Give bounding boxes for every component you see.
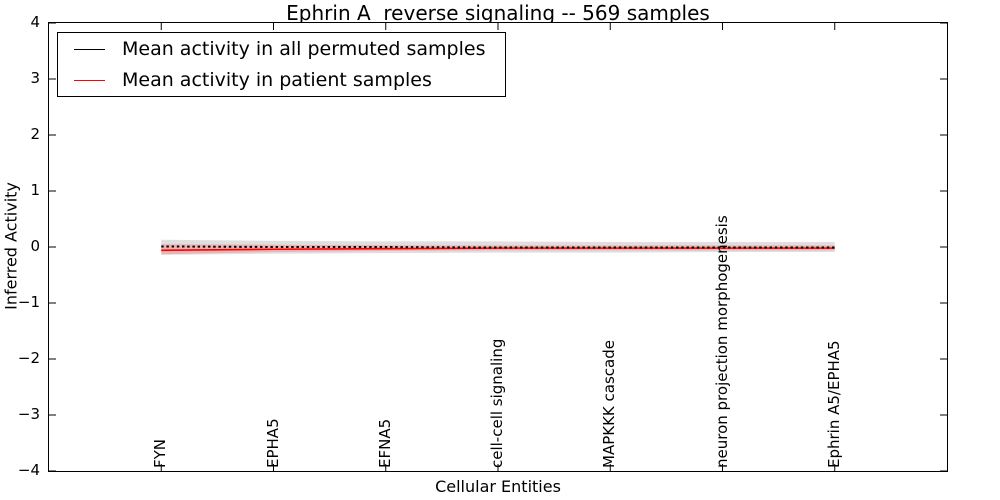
line-patient-mean (161, 247, 835, 252)
y-tick-label: −4 (17, 461, 40, 479)
legend-label-permuted: Mean activity in all permuted samples (122, 38, 486, 60)
plot-canvas (49, 23, 947, 471)
legend-line-patient-icon (74, 79, 105, 81)
y-tick-label: −1 (17, 293, 40, 311)
legend-entry-permuted: Mean activity in all permuted samples (58, 34, 505, 64)
x-tick-label: EPHA5 (263, 418, 282, 468)
x-tick-label: neuron projection morphogenesis (712, 215, 731, 468)
x-axis-title: Cellular Entities (435, 477, 561, 496)
legend-entry-patient: Mean activity in patient samples (58, 65, 505, 95)
x-tick-label: cell-cell signaling (488, 338, 506, 468)
legend-label-patient: Mean activity in patient samples (122, 69, 432, 91)
legend-line-permuted-icon (74, 48, 105, 50)
y-tick-label: −3 (17, 405, 40, 423)
y-tick-label: 4 (30, 13, 40, 31)
x-tick-label: MAPKKK cascade (600, 340, 619, 468)
x-tick-label: FYN (151, 438, 170, 468)
y-tick-label: 3 (30, 69, 40, 87)
y-tick-label: −2 (17, 349, 40, 367)
plot-area (48, 22, 948, 472)
x-tick-label: Ephrin A5/EPHA5 (824, 340, 843, 468)
legend: Mean activity in all permuted samples Me… (57, 32, 506, 97)
y-tick-label: 2 (30, 125, 40, 143)
x-tick-label: EFNA5 (375, 418, 394, 468)
band-series-0 (161, 239, 835, 255)
y-tick-label: 0 (30, 237, 40, 255)
y-axis-title: Inferred Activity (1, 182, 21, 310)
chart-title: Ephrin A reverse signaling -- 569 sample… (286, 1, 710, 25)
y-tick-label: 1 (30, 181, 40, 199)
